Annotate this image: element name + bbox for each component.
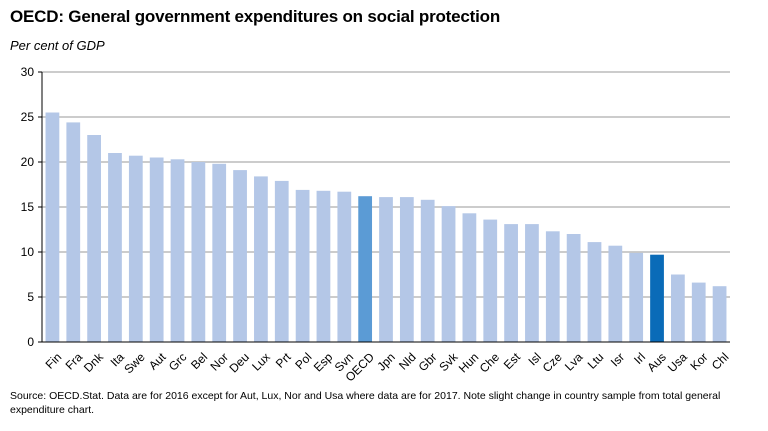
bar-series [45,112,727,343]
bar-lva [566,234,581,342]
bar-aus [650,254,664,342]
bar-che [483,219,498,342]
x-tick-label: Aut [146,350,169,373]
x-tick-label: Deu [227,350,252,375]
y-tick-label: 0 [27,335,34,349]
x-tick-label: Hun [456,350,481,375]
x-tick-label: Esp [311,350,336,375]
x-tick-label: Usa [665,350,690,375]
y-tick-label: 10 [21,245,35,259]
bar-grc [170,159,185,342]
x-tick-label: Chl [709,350,732,373]
x-tick-label: Fra [63,350,86,373]
bar-irl [629,252,644,342]
bar-svn [337,191,352,342]
x-tick-label: Swe [121,350,148,377]
x-tick-label: Lva [562,350,586,374]
x-tick-label: Est [501,350,524,373]
x-tick-label: Prt [273,350,294,371]
bar-lux [254,176,268,342]
bar-chl [712,286,727,342]
y-tick-label: 20 [21,155,35,169]
bar-est [504,224,518,342]
x-tick-label: Cze [540,350,565,375]
x-tick-label: Bel [188,350,210,372]
x-tick-label: Ltu [585,350,607,372]
x-tick-label: Kor [688,350,711,373]
x-tick-label: Gbr [416,350,440,374]
bar-isl [525,224,539,342]
x-tick-label: Jpn [374,350,398,374]
x-tick-label: Dnk [81,349,107,375]
bar-oecd [358,196,373,342]
x-tick-label: Grc [166,350,190,374]
y-axis: 0 5 10 15 20 25 30 [21,65,43,349]
bar-isr [608,245,623,342]
bar-jpn [379,197,393,342]
bar-fin [45,112,60,342]
x-tick-label: Svk [436,349,461,374]
bar-bel [191,162,206,342]
bar-svk [441,206,456,342]
bar-ltu [587,242,602,342]
bar-fra [66,122,81,343]
x-tick-label: Isr [608,350,627,369]
y-tick-label: 30 [21,65,35,79]
y-tick-label: 25 [21,110,35,124]
bar-cze [545,231,560,342]
bar-nld [399,197,414,342]
x-tick-label: Che [477,350,503,376]
bar-dnk [87,135,102,342]
bar-kor [691,282,706,342]
bar-swe [128,155,143,342]
bar-prt [274,180,289,342]
chart-subtitle: Per cent of GDP [10,38,105,53]
y-tick-label: 5 [27,290,34,304]
x-tick-label: Lux [249,350,273,374]
x-tick-label: Pol [292,350,314,372]
x-tick-label: Nor [208,350,232,374]
bar-ita [108,153,122,342]
bar-hun [462,213,477,342]
bar-nor [212,163,227,342]
x-tick-label: Nld [396,350,419,373]
x-tick-label: Aus [644,350,669,375]
x-tick-label: Fin [43,350,65,372]
bar-deu [233,170,247,342]
chart-title: OECD: General government expenditures on… [10,7,500,26]
source-note: Source: OECD.Stat. Data are for 2016 exc… [10,390,721,416]
bar-usa [670,274,685,342]
y-tick-label: 15 [21,200,35,214]
bar-esp [316,190,331,342]
bar-gbr [420,199,435,342]
bar-aut [149,157,164,342]
bar-pol [295,189,310,342]
